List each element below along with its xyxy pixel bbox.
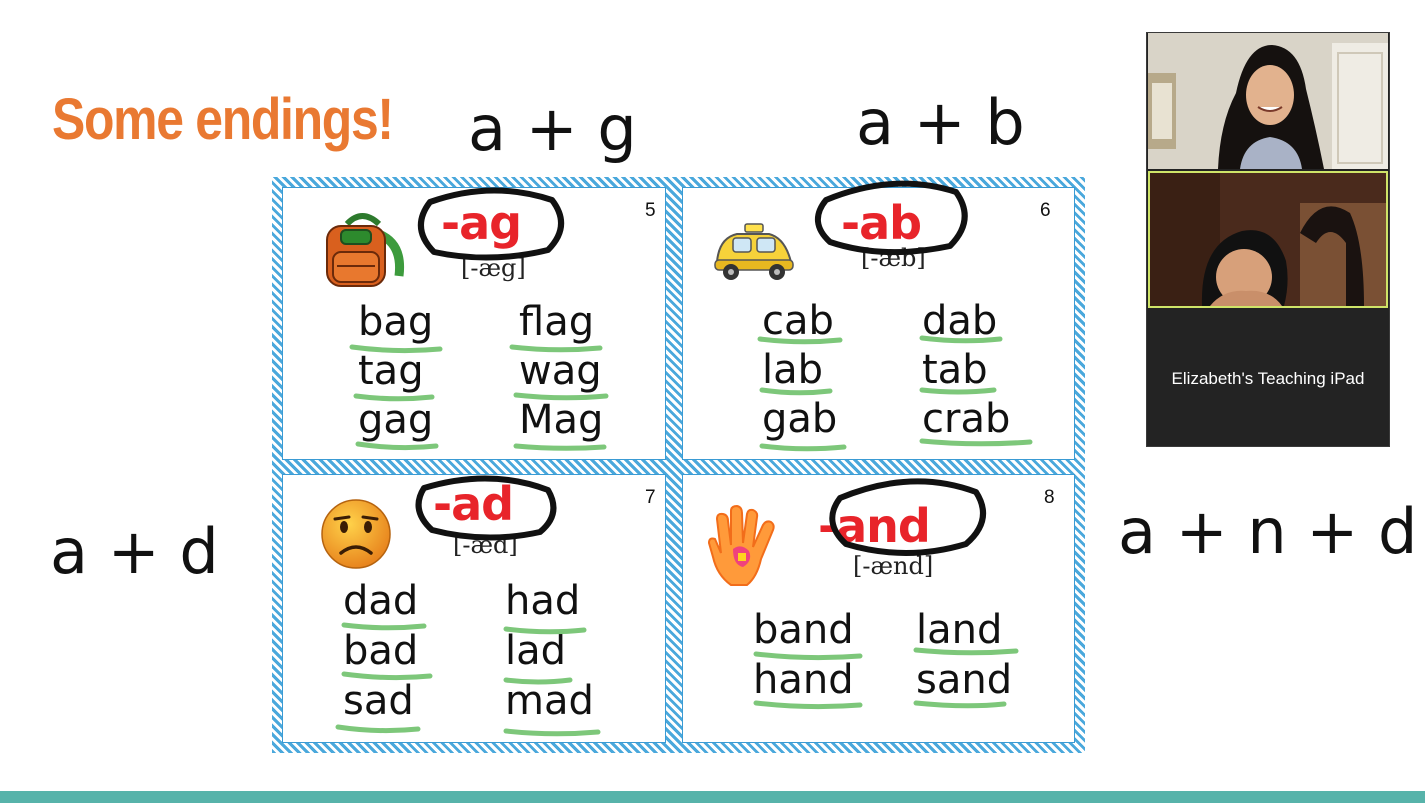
ending-label: -ad [433, 477, 514, 531]
card-and: 8 -and [-ænd] band land hand sand [682, 474, 1075, 743]
ipa-label: [-ænd] [853, 552, 934, 580]
word: bag [358, 299, 434, 345]
active-speaker-video-tile[interactable] [1148, 171, 1388, 308]
word: band [753, 607, 854, 653]
word: cab [762, 298, 834, 344]
word: lad [505, 628, 567, 674]
word: wag [519, 348, 602, 394]
hand-icon [707, 505, 775, 586]
ink-note-ad: a + d [50, 515, 219, 588]
card-number: 7 [645, 487, 656, 508]
word: tab [922, 347, 988, 393]
card-number: 8 [1044, 487, 1055, 508]
participant-name-label: Elizabeth's Teaching iPad [1171, 369, 1365, 388]
word: mad [505, 678, 594, 724]
ink-note-and: a + n + d [1118, 495, 1417, 568]
ending-label: -ag [441, 196, 522, 250]
word: had [505, 578, 581, 624]
ipa-label: [-æb] [861, 244, 926, 272]
ink-note-ag: a + g [468, 92, 637, 165]
word: flag [519, 299, 595, 345]
ipa-label: [-æg] [461, 254, 526, 282]
video-call-panel: Elizabeth's Teaching iPad [1146, 32, 1390, 447]
ending-label: -ab [841, 196, 922, 250]
card-number: 6 [1040, 200, 1051, 221]
card-ag: 5 -ag [-æg] bag flag tag wag gag Mag [282, 187, 666, 460]
sad-face-icon [321, 499, 391, 569]
active-speaker-video-feed [1150, 173, 1386, 306]
word: land [916, 607, 1003, 653]
backpack-icon [326, 213, 405, 287]
word: sad [343, 678, 414, 724]
word: tag [358, 348, 424, 394]
ending-label: -and [818, 499, 931, 553]
word: bad [343, 628, 419, 674]
ipa-label: [-æd] [453, 531, 518, 559]
word-family-board: 5 -ag [-æg] bag flag tag wag gag Mag 6 [272, 177, 1085, 753]
slide-title: Some endings! [52, 87, 394, 152]
word: hand [753, 657, 854, 703]
word: dab [922, 298, 998, 344]
word: gab [762, 396, 838, 442]
word: dad [343, 578, 419, 624]
card-number: 5 [645, 200, 656, 221]
word: Mag [519, 397, 604, 443]
ink-note-ab: a + b [856, 86, 1025, 159]
taxi-icon [714, 223, 794, 280]
word: sand [916, 657, 1013, 703]
word: lab [762, 347, 824, 393]
card-ad: 7 -ad [-æd] dad had bad lad sad mad [282, 474, 666, 743]
word: crab [922, 396, 1011, 442]
word: gag [358, 397, 434, 443]
footer-bar [0, 791, 1425, 803]
participant-video-feed [1148, 33, 1388, 169]
participant-video-tile[interactable] [1148, 33, 1388, 169]
card-ab: 6 -ab [-æb] cab dab lab tab gab crab [682, 187, 1075, 460]
